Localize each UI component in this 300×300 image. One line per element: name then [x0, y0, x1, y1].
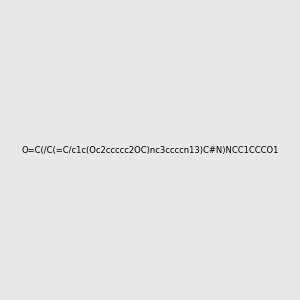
Text: O=C(/C(=C/c1c(Oc2ccccc2OC)nc3ccccn13)C#N)NCC1CCCO1: O=C(/C(=C/c1c(Oc2ccccc2OC)nc3ccccn13)C#N…: [21, 146, 279, 154]
